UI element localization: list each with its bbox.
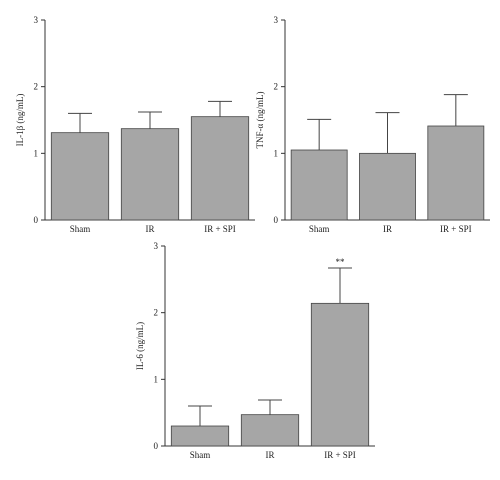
y-tick-label: 1 [34, 148, 39, 158]
y-tick-label: 2 [154, 308, 159, 318]
y-tick-label: 1 [154, 374, 159, 384]
y-tick-label: 1 [274, 148, 279, 158]
error-bar [307, 118, 332, 150]
y-axis-label: IL-1β (ng/mL) [15, 94, 25, 147]
bar [170, 425, 230, 447]
x-tick-label: IR + SPI [440, 224, 472, 234]
x-tick-label: Sham [309, 224, 330, 234]
x-tick-label: IR + SPI [204, 224, 236, 234]
error-bar [188, 405, 212, 426]
y-tick-label: 0 [34, 215, 39, 225]
y-tick-label: 2 [34, 82, 39, 92]
y-axis-label: TNF-α (ng/mL) [255, 92, 265, 149]
significance-label: ** [336, 257, 346, 267]
bar [310, 302, 370, 447]
bar [240, 414, 300, 447]
error-bar [328, 267, 352, 304]
x-tick-label: IR [383, 224, 392, 234]
y-tick-label: 3 [274, 15, 279, 25]
error-bar [375, 112, 400, 154]
y-tick-label: 3 [34, 15, 39, 25]
error-bar [208, 100, 232, 117]
bar [290, 149, 348, 221]
x-tick-label: Sham [70, 224, 91, 234]
bar [359, 152, 416, 221]
error-bar [68, 112, 92, 133]
x-tick-label: IR + SPI [324, 450, 356, 460]
y-axis-label: IL-6 (ng/mL) [135, 322, 145, 370]
error-bar [258, 399, 282, 415]
y-tick-label: 0 [154, 441, 159, 451]
error-bar [138, 111, 162, 129]
x-tick-label: IR [266, 450, 275, 460]
bar [50, 132, 110, 221]
bar [427, 125, 485, 221]
bar [190, 116, 250, 221]
x-tick-label: IR [146, 224, 155, 234]
y-tick-label: 2 [274, 82, 279, 92]
y-tick-label: 3 [154, 241, 159, 251]
x-tick-label: Sham [190, 450, 211, 460]
y-tick-label: 0 [274, 215, 279, 225]
error-bar [443, 94, 468, 126]
bar [120, 128, 180, 221]
